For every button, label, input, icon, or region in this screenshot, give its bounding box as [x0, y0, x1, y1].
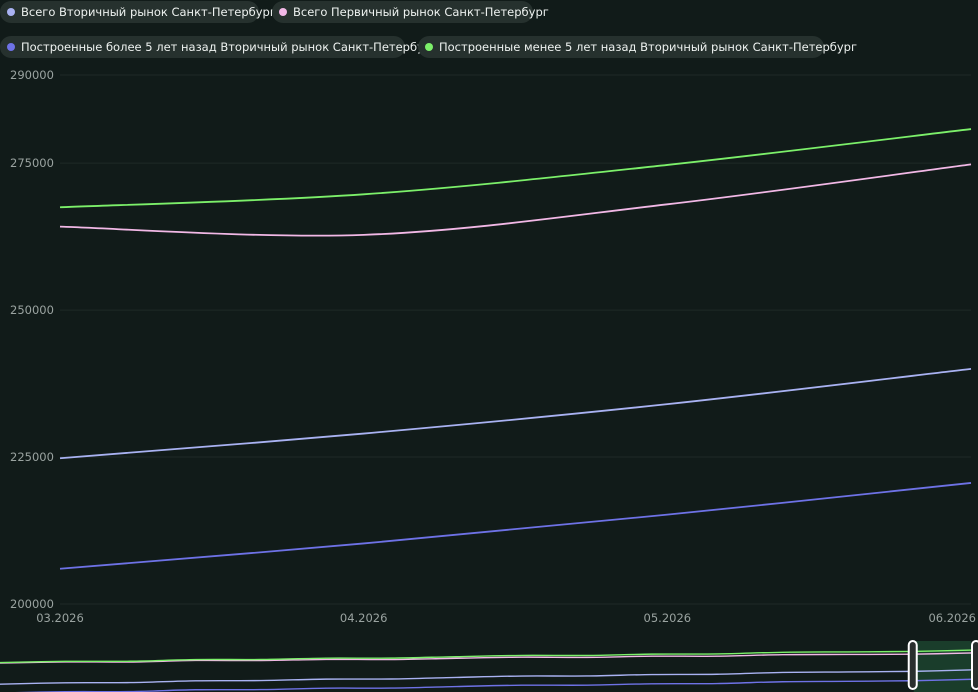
- legend-label: Построенные более 5 лет назад Вторичный …: [21, 40, 438, 54]
- y-axis: 200000 225000 250000 275000 290000: [10, 68, 54, 611]
- series-line-1: [59, 163, 972, 237]
- legend-item-secondary-older-5y[interactable]: Построенные более 5 лет назад Вторичный …: [0, 36, 437, 58]
- legend-dot-icon: [7, 43, 15, 51]
- legend-label: Всего Вторичный рынок Санкт-Петербург: [21, 5, 276, 19]
- x-tick-label: 03.2026: [36, 611, 84, 625]
- range-navigator[interactable]: [0, 640, 978, 692]
- series-line-0: [59, 367, 972, 460]
- x-tick-label: 05.2026: [644, 611, 692, 625]
- navigator-line-1: [0, 652, 978, 664]
- navigator-handle-right[interactable]: [971, 640, 978, 690]
- navigator-handle-left[interactable]: [907, 640, 918, 690]
- navigator-line-2: [14, 678, 978, 692]
- series-lines: [59, 128, 972, 570]
- navigator-line-0: [0, 669, 978, 685]
- legend-item-primary-total[interactable]: Всего Первичный рынок Санкт-Петербург: [272, 1, 549, 23]
- x-tick-label: 06.2026: [928, 611, 976, 625]
- legend-item-secondary-total[interactable]: Всего Вторичный рынок Санкт-Петербург: [0, 1, 276, 23]
- y-tick-label: 250000: [10, 303, 54, 317]
- navigator-line-3: [0, 649, 978, 664]
- series-line-3: [59, 128, 972, 209]
- legend-label: Построенные менее 5 лет назад Вторичный …: [439, 40, 858, 54]
- x-axis: 03.2026 04.2026 05.2026 06.2026: [36, 611, 976, 625]
- y-tick-label: 225000: [10, 450, 54, 464]
- legend-dot-icon: [279, 8, 287, 16]
- y-tick-label: 275000: [10, 156, 54, 170]
- legend-dot-icon: [7, 8, 15, 16]
- y-tick-label: 200000: [10, 597, 54, 611]
- legend-label: Всего Первичный рынок Санкт-Петербург: [293, 5, 549, 19]
- grid-lines: [60, 74, 971, 605]
- x-tick-label: 04.2026: [340, 611, 388, 625]
- y-tick-label: 290000: [10, 68, 54, 82]
- legend-dot-icon: [425, 43, 433, 51]
- series-line-2: [59, 482, 972, 570]
- legend-item-secondary-newer-5y[interactable]: Построенные менее 5 лет назад Вторичный …: [418, 36, 857, 58]
- navigator-selection[interactable]: [913, 641, 971, 692]
